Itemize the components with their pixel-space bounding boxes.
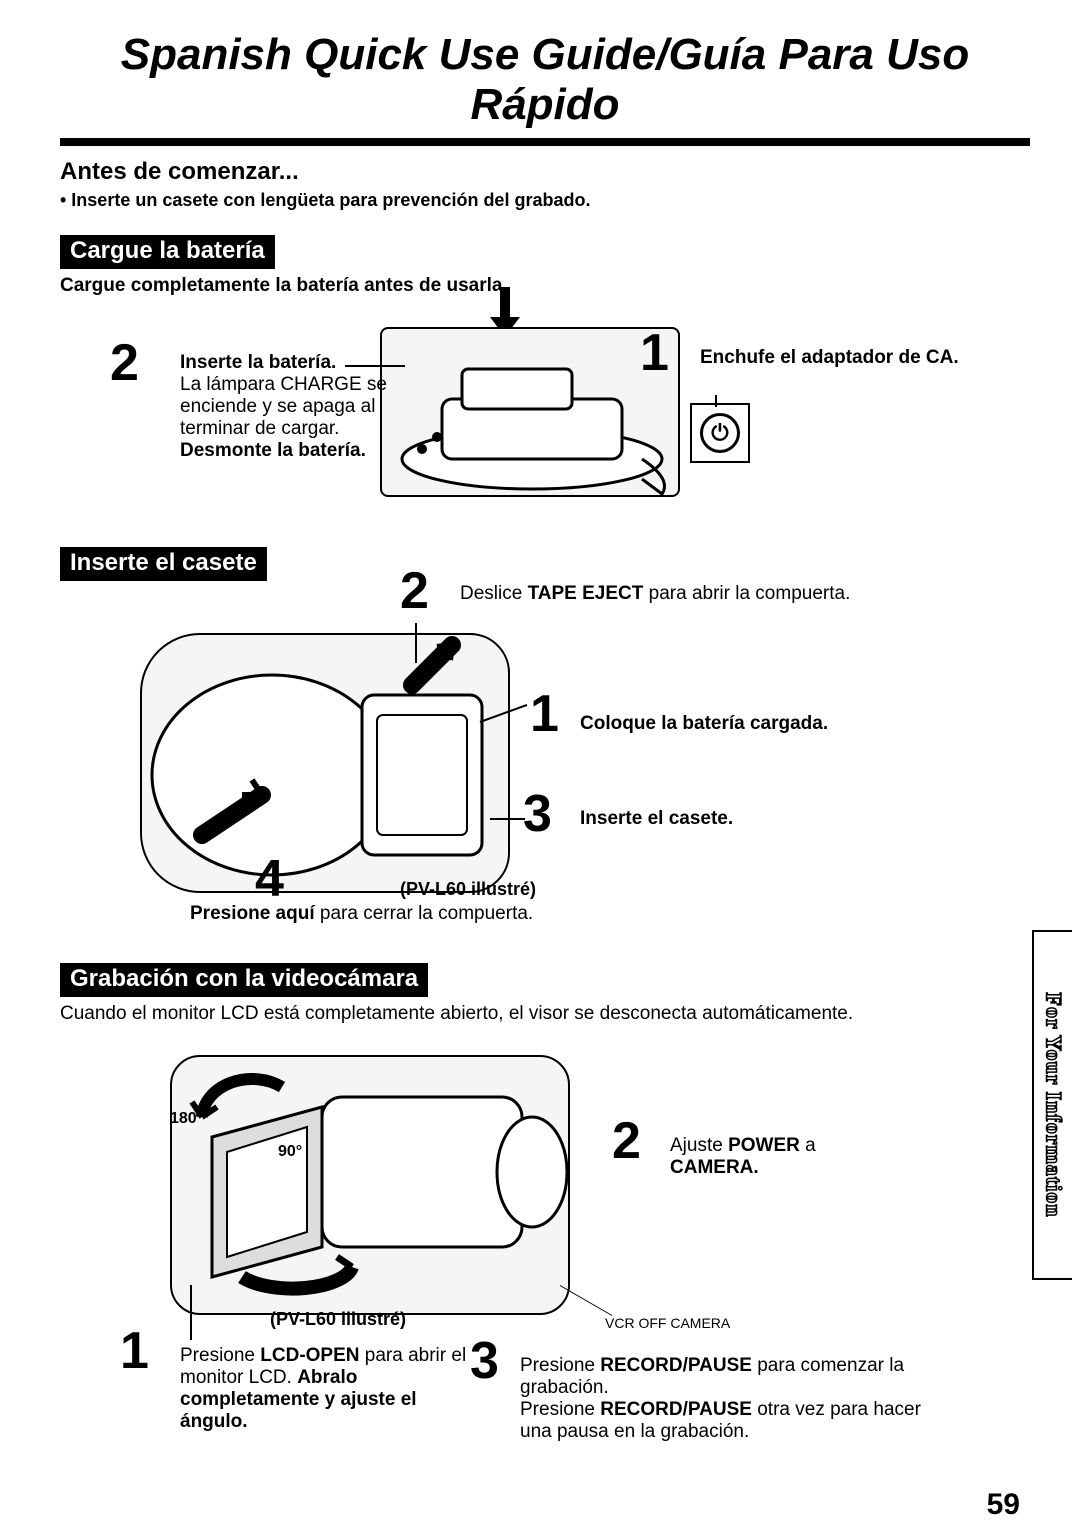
section1-intro: Cargue completamente la batería antes de… [60, 275, 1030, 297]
before-heading: Antes de comenzar... [60, 158, 1030, 186]
section3-step3-num: 3 [470, 1335, 499, 1387]
section3-step2-text: Ajuste POWER a CAMERA. [670, 1135, 880, 1179]
power-icon: ⏻ [700, 413, 740, 453]
section1-step1-num: 1 [640, 327, 669, 379]
section2-step4-text: Presione aquí para cerrar la compuerta. [190, 903, 690, 925]
camcorder-lcd-illustration [170, 1055, 570, 1315]
before-bullet: • Inserte un casete con lengüeta para pr… [60, 190, 1030, 211]
section3-intro: Cuando el monitor LCD está completamente… [60, 1003, 1030, 1025]
section2-tag: Inserte el casete [60, 547, 267, 581]
section1-step2-bold1: Inserte la batería. [180, 352, 336, 373]
section2-step2-num: 2 [400, 565, 429, 617]
section2-step1-text: Coloque la batería cargada. [580, 713, 930, 735]
section3-model: (PV-L60 illustré) [270, 1309, 406, 1330]
angle-90: 90° [278, 1143, 302, 1161]
section3-step1-text: Presione LCD-OPEN para abrir el monitor … [180, 1345, 480, 1433]
leader-line [345, 365, 405, 367]
section1-step1-text: Enchufe el adaptador de CA. [700, 347, 960, 369]
section2-step2-text: Deslice TAPE EJECT para abrir la compuer… [460, 583, 860, 605]
charger-illustration [380, 327, 680, 497]
side-tab: For Your Information [1032, 930, 1072, 1280]
section3-area: 180° 90° (PV-L60 illustré) VCR OFF CAMER… [60, 1035, 1030, 1475]
angle-180: 180° [170, 1110, 203, 1128]
section1-step2-text: Inserte la batería. La lámpara CHARGE se… [180, 352, 420, 462]
leader-line [490, 818, 525, 820]
page-number: 59 [987, 1488, 1020, 1522]
title-rule [60, 138, 1030, 146]
page-title: Spanish Quick Use Guide/Guía Para Uso Rá… [60, 30, 1030, 130]
section2-area: 2 Deslice TAPE EJECT para abrir la compu… [60, 593, 1030, 933]
leader-line [190, 1285, 192, 1340]
section1-tag: Cargue la batería [60, 235, 275, 269]
section2-step4-num: 4 [255, 853, 284, 905]
section2-step3-num: 3 [523, 788, 552, 840]
section3-step3-text: Presione RECORD/PAUSE para comenzar la g… [520, 1355, 940, 1443]
section2-model: (PV-L60 illustré) [400, 879, 536, 900]
section1-step2-body: La lámpara CHARGE se enciende y se apaga… [180, 374, 387, 439]
section1-step2-num: 2 [110, 337, 139, 389]
section2-step3-text: Inserte el casete. [580, 808, 880, 830]
section3-tag: Grabación con la videocámara [60, 963, 428, 997]
section3-step2-num: 2 [612, 1115, 641, 1167]
camcorder-illustration [140, 633, 510, 893]
power-switch-label: VCR OFF CAMERA [605, 1315, 730, 1331]
section2-step1-num: 1 [530, 688, 559, 740]
side-tab-label: For Your Information [1040, 993, 1066, 1218]
leader-line [415, 623, 417, 663]
section3-step1-num: 1 [120, 1325, 149, 1377]
section1-area: 2 Inserte la batería. La lámpara CHARGE … [60, 307, 1030, 507]
section1-step2-bold2: Desmonte la batería. [180, 440, 366, 461]
